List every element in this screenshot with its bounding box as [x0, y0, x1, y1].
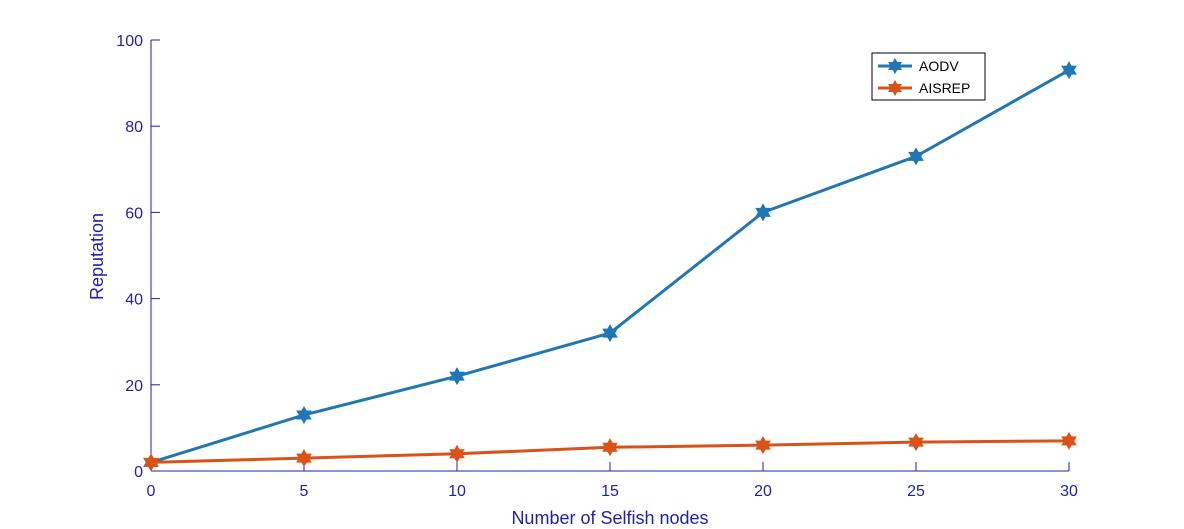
axes [150, 40, 1069, 472]
data-point-aisrep [449, 444, 465, 463]
x-tick-label: 0 [147, 483, 156, 500]
data-point-aodv [1061, 61, 1077, 80]
y-tick-label: 100 [116, 33, 143, 50]
x-tick-label: 15 [601, 483, 619, 500]
y-tick-label: 0 [134, 464, 143, 481]
y-ticks: 0 20 40 60 80 100 [116, 33, 160, 481]
legend-marker-aodv [888, 58, 902, 74]
series-aodv [143, 61, 1077, 472]
y-tick-label: 60 [125, 205, 143, 222]
y-axis-label: Reputation [87, 213, 107, 300]
data-point-aisrep [1061, 431, 1077, 450]
legend-entry-aisrep: AISREP [878, 80, 970, 96]
y-tick-label: 80 [125, 119, 143, 136]
data-point-aodv [755, 203, 771, 222]
data-point-aisrep [602, 438, 618, 457]
x-tick-label: 5 [300, 483, 309, 500]
data-point-aisrep [908, 433, 924, 452]
x-ticks: 0 5 10 15 20 25 30 [147, 462, 1078, 500]
legend-marker-aisrep [888, 80, 902, 96]
x-tick-label: 20 [754, 483, 772, 500]
legend: AODV AISREP [871, 52, 986, 101]
legend-box [871, 52, 986, 101]
data-point-aisrep [755, 436, 771, 455]
x-tick-label: 10 [448, 483, 466, 500]
series-line-aodv [150, 68, 1070, 464]
data-point-aodv [602, 324, 618, 343]
legend-entry-aodv: AODV [878, 58, 959, 74]
legend-label-aodv: AODV [919, 58, 959, 74]
legend-label-aisrep: AISREP [919, 80, 970, 96]
y-tick-label: 20 [125, 378, 143, 395]
data-point-aodv [908, 147, 924, 166]
data-point-aodv [296, 405, 312, 424]
x-axis-label: Number of Selfish nodes [511, 508, 708, 528]
data-point-aodv [449, 367, 465, 386]
series-aisrep [143, 431, 1077, 472]
series-layer [143, 61, 1077, 472]
x-tick-label: 25 [907, 483, 925, 500]
x-tick-label: 30 [1060, 483, 1078, 500]
data-point-aisrep [143, 453, 159, 472]
y-tick-label: 40 [125, 292, 143, 309]
data-point-aisrep [296, 449, 312, 468]
